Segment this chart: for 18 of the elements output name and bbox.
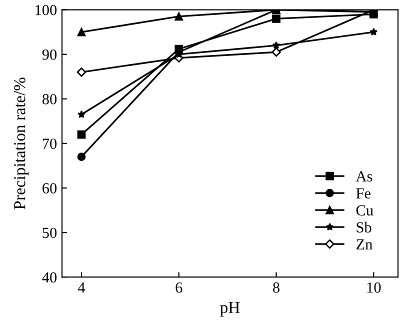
y-tick-label: 40 [42, 272, 57, 283]
x-tick-label: 4 [78, 282, 86, 293]
legend-label: As [356, 171, 372, 182]
legend-label: Cu [356, 205, 374, 216]
y-axis-title: Precipitation rate/% [14, 78, 29, 210]
legend-label: Sb [356, 222, 372, 233]
x-tick-label: 8 [273, 282, 280, 293]
y-tick-label: 80 [42, 94, 57, 104]
x-tick-label: 6 [176, 282, 182, 293]
y-tick-label: 50 [42, 228, 57, 238]
legend-label: Fe [356, 188, 370, 199]
x-axis-title: pH [220, 302, 240, 316]
y-tick-label: 60 [42, 183, 57, 194]
y-tick-label: 90 [42, 49, 57, 60]
legend-label: Zn [356, 239, 372, 250]
x-tick-label: 10 [367, 282, 381, 293]
y-tick-label: 100 [36, 4, 57, 16]
y-tick-label: 70 [42, 138, 57, 149]
